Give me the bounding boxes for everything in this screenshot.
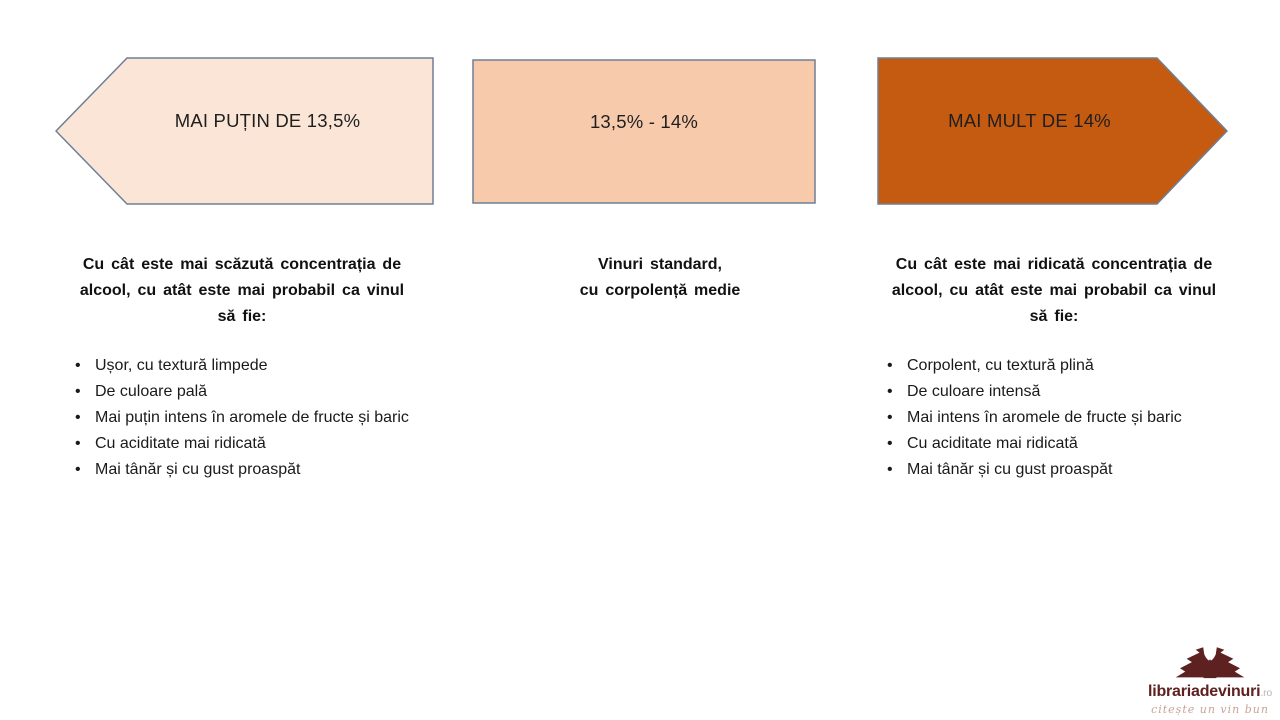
list-item: • De culoare pală [62, 379, 424, 405]
bullet-marker: • [887, 461, 893, 478]
logo-tld: .ro [1260, 687, 1273, 699]
list-item-text: Cu aciditate mai ridicată [907, 435, 1078, 452]
list-item-text: Ușor, cu textură limpede [95, 357, 268, 374]
bullet-marker: • [75, 435, 81, 452]
list-item: • Mai tânăr și cu gust proaspăt [874, 457, 1236, 483]
bullet-marker: • [75, 461, 81, 478]
list-item: • Mai tânăr și cu gust proaspăt [62, 457, 424, 483]
intro-line: cu corpolență medie [579, 282, 741, 299]
librariadevinuri-logo: librariadevinuri.ro citește un vin bun [1138, 644, 1280, 716]
intro-line: Cu cât este mai ridicată concentrația de [895, 256, 1213, 273]
band-high-alcohol: MAI MULT DE 14% [877, 57, 1228, 205]
list-item-text: Mai tânăr și cu gust proaspăt [907, 461, 1113, 478]
intro-line: alcool, cu atât este mai probabil ca vin… [79, 282, 405, 299]
list-item-text: Mai tânăr și cu gust proaspăt [95, 461, 301, 478]
bullet-marker: • [75, 409, 81, 426]
intro-line: Vinuri standard, [597, 256, 722, 273]
list-item: • Ușor, cu textură limpede [62, 353, 424, 379]
list-item-text: Cu aciditate mai ridicată [95, 435, 266, 452]
right-column-bullet-list: • Corpolent, cu textură plină • De culoa… [874, 353, 1236, 483]
bullet-marker: • [887, 357, 893, 374]
list-item-text: Mai puțin intens în aromele de fructe și… [95, 409, 409, 426]
list-item: • Mai intens în aromele de fructe și bar… [874, 405, 1236, 431]
bullet-marker: • [75, 357, 81, 374]
list-item: • Corpolent, cu textură plină [874, 353, 1236, 379]
arrow-right-shape [877, 57, 1228, 205]
middle-column-intro: Vinuri standard, cu corpolență medie [528, 252, 792, 304]
intro-line: să fie: [217, 308, 267, 325]
bullet-marker: • [887, 409, 893, 426]
bullet-marker: • [887, 383, 893, 400]
list-item-text: Mai intens în aromele de fructe și baric [907, 409, 1182, 426]
list-item-text: Corpolent, cu textură plină [907, 357, 1094, 374]
list-item-text: De culoare intensă [907, 383, 1041, 400]
bullet-marker: • [75, 383, 81, 400]
band-high-label: MAI MULT DE 14% [948, 110, 1111, 131]
logo-wordmark: librariadevinuri.ro [1138, 684, 1280, 701]
logo-name: librariadevinuri [1147, 683, 1261, 700]
list-item: • Mai puțin intens în aromele de fructe … [62, 405, 424, 431]
left-column-bullet-list: • Ușor, cu textură limpede • De culoare … [62, 353, 424, 483]
intro-line: să fie: [1029, 308, 1079, 325]
arrow-left-shape [55, 57, 434, 205]
left-column-intro: Cu cât este mai scăzută concentrația de … [60, 252, 424, 330]
intro-line: Cu cât este mai scăzută concentrația de [82, 256, 402, 273]
rectangle-shape [472, 59, 816, 204]
right-column-intro: Cu cât este mai ridicată concentrația de… [872, 252, 1236, 330]
list-item-text: De culoare pală [95, 383, 208, 400]
list-item: • Cu aciditate mai ridicată [62, 431, 424, 457]
band-low-label: MAI PUȚIN DE 13,5% [174, 110, 361, 131]
band-low-alcohol: MAI PUȚIN DE 13,5% [55, 57, 434, 205]
band-mid-alcohol: 13,5% - 14% [472, 59, 816, 204]
list-item: • De culoare intensă [874, 379, 1236, 405]
book-wineglass-icon [1175, 644, 1245, 679]
logo-tagline: citește un vin bun [1151, 703, 1269, 716]
list-item: • Cu aciditate mai ridicată [874, 431, 1236, 457]
band-mid-label: 13,5% - 14% [589, 110, 699, 132]
bullet-marker: • [887, 435, 893, 452]
intro-line: alcool, cu atât este mai probabil ca vin… [891, 282, 1217, 299]
